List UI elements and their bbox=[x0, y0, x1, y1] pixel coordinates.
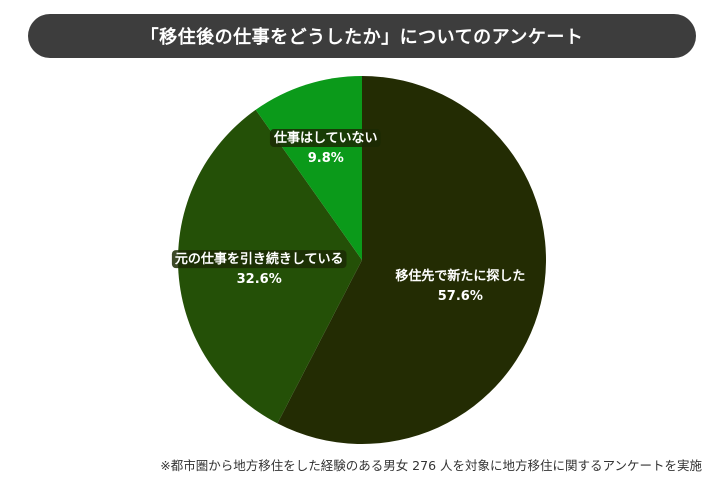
slice-value-3: 9.8% bbox=[308, 151, 344, 166]
slice-value-1: 57.6% bbox=[438, 289, 483, 304]
chart-title: 「移住後の仕事をどうしたか」についてのアンケート bbox=[140, 27, 584, 48]
slice-label-2: 元の仕事を引き続きしている bbox=[175, 251, 344, 267]
survey-footnote: ※都市圏から地方移住をした経験のある男女 276 人を対象に地方移住に関するアン… bbox=[160, 458, 702, 473]
slice-label-backing-3 bbox=[269, 129, 381, 148]
slice-label-backing-2 bbox=[171, 250, 347, 269]
title-banner: 「移住後の仕事をどうしたか」についてのアンケート bbox=[28, 14, 696, 58]
slice-label-group-1: 移住先で新たに探した 57.6% bbox=[395, 268, 525, 304]
slice-label-1: 移住先で新たに探した bbox=[395, 268, 525, 284]
slice-label-group-2: 元の仕事を引き続きしている 32.6% bbox=[171, 250, 347, 287]
pie-slice-1 bbox=[277, 76, 546, 444]
slice-label-3: 仕事はしていない bbox=[273, 130, 378, 146]
slice-label-group-3: 仕事はしていない 9.8% bbox=[269, 129, 381, 166]
slice-value-2: 32.6% bbox=[237, 272, 282, 287]
pie-slice-3 bbox=[255, 76, 362, 260]
